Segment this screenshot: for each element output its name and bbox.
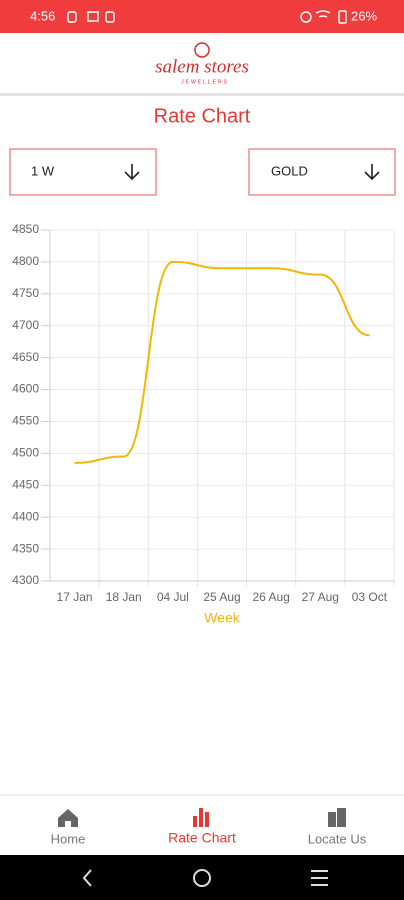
status-time: 4:56 — [30, 8, 55, 23]
dropdown-box[interactable] — [248, 148, 396, 196]
data-line — [74, 260, 370, 464]
x-tick-label: 26 Aug — [252, 590, 289, 604]
y-tick-label: 4800 — [12, 254, 39, 268]
y-tick-label: 4750 — [12, 286, 39, 300]
dropdown-arrow[interactable] — [124, 164, 140, 181]
locate-icon[interactable] — [328, 808, 346, 827]
filter-dropdown[interactable]: GOLD — [248, 148, 396, 196]
y-tick-label: 4850 — [12, 222, 39, 236]
chart: 4300 4350 4400 4450 4500 4550 4600 4650 4700 4750… — [12, 222, 395, 604]
x-tick-label: 04 Jul — [157, 590, 189, 604]
x-axis-label: Week — [204, 610, 241, 626]
status-bar — [0, 0, 404, 33]
x-tick-label: 03 Oct — [352, 590, 388, 604]
home-icon[interactable] — [58, 809, 78, 827]
x-tick-label: 27 Aug — [302, 590, 339, 604]
y-tick-label: 4300 — [12, 573, 39, 587]
nav-item[interactable]: Rate Chart — [168, 808, 236, 846]
nav-label[interactable]: Home — [51, 831, 86, 846]
y-tick-label: 4350 — [12, 541, 39, 555]
filter-dropdown[interactable]: 1 W — [9, 148, 157, 196]
page-title: Rate Chart — [154, 105, 251, 127]
logo-sub: JEWELLERS — [181, 79, 229, 85]
chart-icon[interactable] — [193, 808, 209, 827]
x-tick-label: 25 Aug — [203, 590, 240, 604]
nav-item[interactable]: Locate Us — [308, 808, 367, 846]
nav-label[interactable]: Rate Chart — [168, 830, 236, 846]
logo-emblem — [194, 42, 210, 58]
nav-item[interactable]: Home — [51, 809, 86, 846]
y-tick-label: 4550 — [12, 414, 39, 428]
dropdown-label[interactable]: 1 W — [31, 163, 55, 178]
dropdown-label[interactable]: GOLD — [271, 163, 308, 178]
x-tick-label: 18 Jan — [106, 590, 142, 604]
status-icons — [67, 10, 347, 24]
y-tick-label: 4600 — [12, 382, 39, 396]
system-buttons — [82, 869, 328, 887]
nav-label[interactable]: Locate Us — [308, 831, 367, 846]
y-tick-label: 4650 — [12, 350, 39, 364]
y-tick-label: 4400 — [12, 509, 39, 523]
y-tick-label: 4500 — [12, 446, 39, 460]
system-nav — [0, 855, 404, 900]
dropdown-arrow[interactable] — [364, 164, 380, 181]
status-battery: 26% — [351, 8, 377, 23]
x-tick-label: 17 Jan — [57, 590, 93, 604]
logo: salem stores — [155, 56, 249, 77]
y-tick-label: 4450 — [12, 477, 39, 491]
header-shadow — [0, 93, 404, 96]
y-tick-label: 4700 — [12, 318, 39, 332]
